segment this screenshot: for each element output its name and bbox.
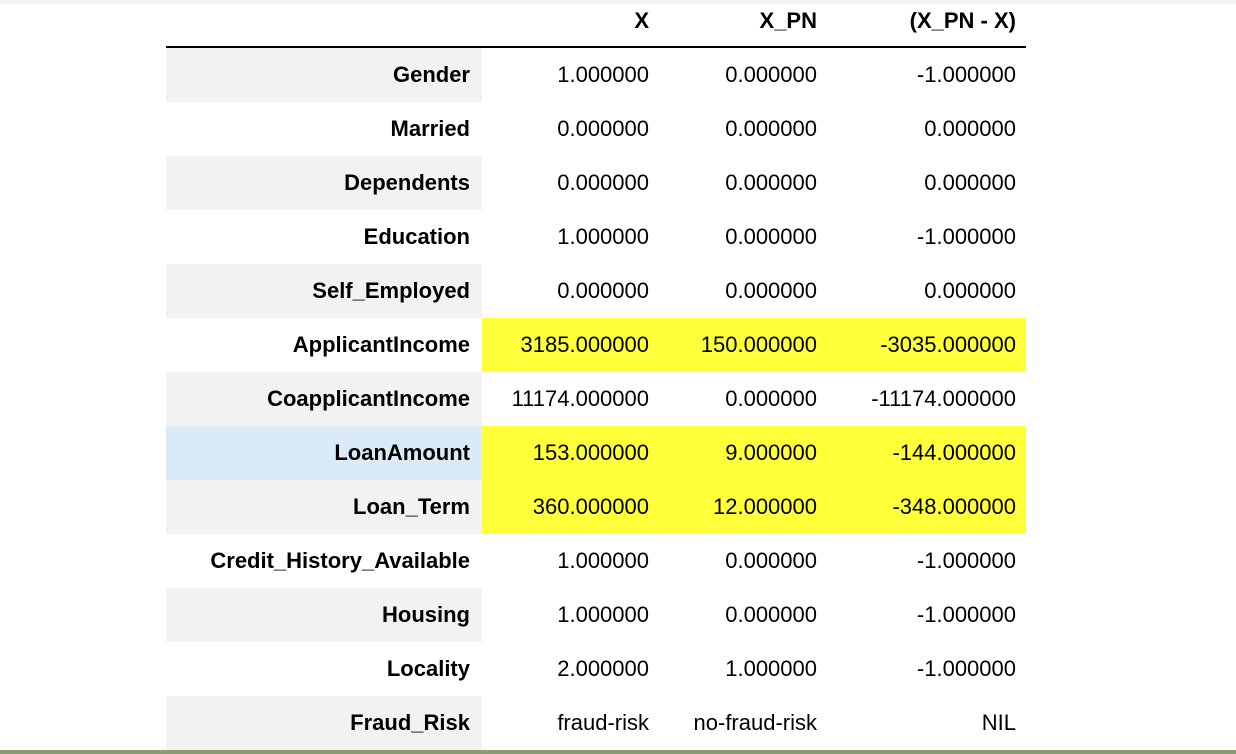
cell-x: 11174.000000 — [482, 372, 653, 426]
row-label: Self_Employed — [166, 264, 482, 318]
table-row[interactable]: ApplicantIncome 3185.000000 150.000000 -303… — [166, 318, 1026, 372]
table-row[interactable]: Education 1.000000 0.000000 -1.000000 — [166, 210, 1026, 264]
column-header-diff: (X_PN - X) — [817, 0, 1026, 48]
cell-diff: -1.000000 — [817, 47, 1026, 102]
index-header — [166, 0, 482, 48]
header-row: X X_PN (X_PN - X) — [166, 0, 1026, 48]
cell-x-pn: 0.000000 — [653, 534, 817, 588]
cell-x-pn: 0.000000 — [653, 372, 817, 426]
bottom-strip — [0, 750, 1236, 754]
table-row[interactable]: LoanAmount 153.000000 9.000000 -144.000000 — [166, 426, 1026, 480]
cell-x: 2.000000 — [482, 642, 653, 696]
table-row[interactable]: CoapplicantIncome 11174.000000 0.000000 -11… — [166, 372, 1026, 426]
row-label: Credit_History_Available — [210, 548, 470, 573]
cell-x-pn: 1.000000 — [653, 642, 817, 696]
cell-x: 0.000000 — [482, 102, 653, 156]
column-header-x-pn: X_PN — [653, 0, 817, 48]
cell-diff: -348.000000 — [817, 480, 1026, 534]
cell-diff: -144.000000 — [817, 426, 1026, 480]
cell-x-pn: 9.000000 — [653, 426, 817, 480]
cell-diff: -1.000000 — [817, 210, 1026, 264]
cell-diff: -1.000000 — [817, 534, 1026, 588]
cell-x-pn: 0.000000 — [653, 264, 817, 318]
row-label: Loan_Term — [166, 480, 482, 534]
table-row[interactable]: Self_Employed 0.000000 0.000000 0.000000 — [166, 264, 1026, 318]
table-row[interactable]: Housing 1.000000 0.000000 -1.000000 — [166, 588, 1026, 642]
cell-x-pn: 150.000000 — [653, 318, 817, 372]
table-row[interactable]: Dependents 0.000000 0.000000 0.000000 — [166, 156, 1026, 210]
table-row[interactable]: Loan_Term 360.000000 12.000000 -348.000000 — [166, 480, 1026, 534]
cell-x: 1.000000 — [482, 210, 653, 264]
cell-x-pn: 12.000000 — [653, 480, 817, 534]
cell-diff: NIL — [817, 696, 1026, 750]
cell-x-pn: 0.000000 — [653, 102, 817, 156]
row-label: ApplicantIncome — [292, 332, 470, 357]
cell-x: 1.000000 — [482, 534, 653, 588]
row-label: Housing — [166, 588, 482, 642]
cell-x: fraud-risk — [482, 696, 653, 750]
cell-diff: 0.000000 — [817, 102, 1026, 156]
cell-x-pn: 0.000000 — [653, 156, 817, 210]
column-header-x: X — [482, 0, 653, 48]
dataframe-table: X X_PN (X_PN - X) Gender 1.000000 0.000000… — [166, 0, 1026, 750]
row-label: Locality — [386, 656, 470, 681]
row-label: Education — [363, 224, 470, 249]
row-label: Dependents — [166, 156, 482, 210]
cell-diff: -3035.000000 — [817, 318, 1026, 372]
table-row[interactable]: Gender 1.000000 0.000000 -1.000000 — [166, 47, 1026, 102]
cell-diff: 0.000000 — [817, 156, 1026, 210]
cell-x-pn: no-fraud-risk — [653, 696, 817, 750]
row-label: Fraud_Risk — [166, 696, 482, 750]
cell-diff: -1.000000 — [817, 588, 1026, 642]
row-label: LoanAmount — [166, 426, 482, 480]
table-header: X X_PN (X_PN - X) — [166, 0, 1026, 48]
cell-x-pn: 0.000000 — [653, 588, 817, 642]
table-row[interactable]: Fraud_Risk fraud-risk no-fraud-risk NIL — [166, 696, 1026, 750]
row-label: CoapplicantIncome — [166, 372, 482, 426]
table-row[interactable]: Locality 2.000000 1.000000 -1.000000 — [166, 642, 1026, 696]
cell-diff: 0.000000 — [817, 264, 1026, 318]
cell-diff: -1.000000 — [817, 642, 1026, 696]
row-label: Married — [390, 116, 470, 141]
cell-x-pn: 0.000000 — [653, 47, 817, 102]
cell-x: 153.000000 — [482, 426, 653, 480]
cell-diff: -11174.000000 — [817, 372, 1026, 426]
cell-x: 360.000000 — [482, 480, 653, 534]
table-body: Gender 1.000000 0.000000 -1.000000 Married 0.… — [166, 47, 1026, 750]
cell-x: 0.000000 — [482, 156, 653, 210]
row-label: Gender — [166, 47, 482, 102]
table-row[interactable]: Credit_History_Available 1.000000 0.000000… — [166, 534, 1026, 588]
table-row[interactable]: Married 0.000000 0.000000 0.000000 — [166, 102, 1026, 156]
cell-x: 1.000000 — [482, 588, 653, 642]
cell-x: 3185.000000 — [482, 318, 653, 372]
cell-x: 0.000000 — [482, 264, 653, 318]
cell-x-pn: 0.000000 — [653, 210, 817, 264]
cell-x: 1.000000 — [482, 47, 653, 102]
